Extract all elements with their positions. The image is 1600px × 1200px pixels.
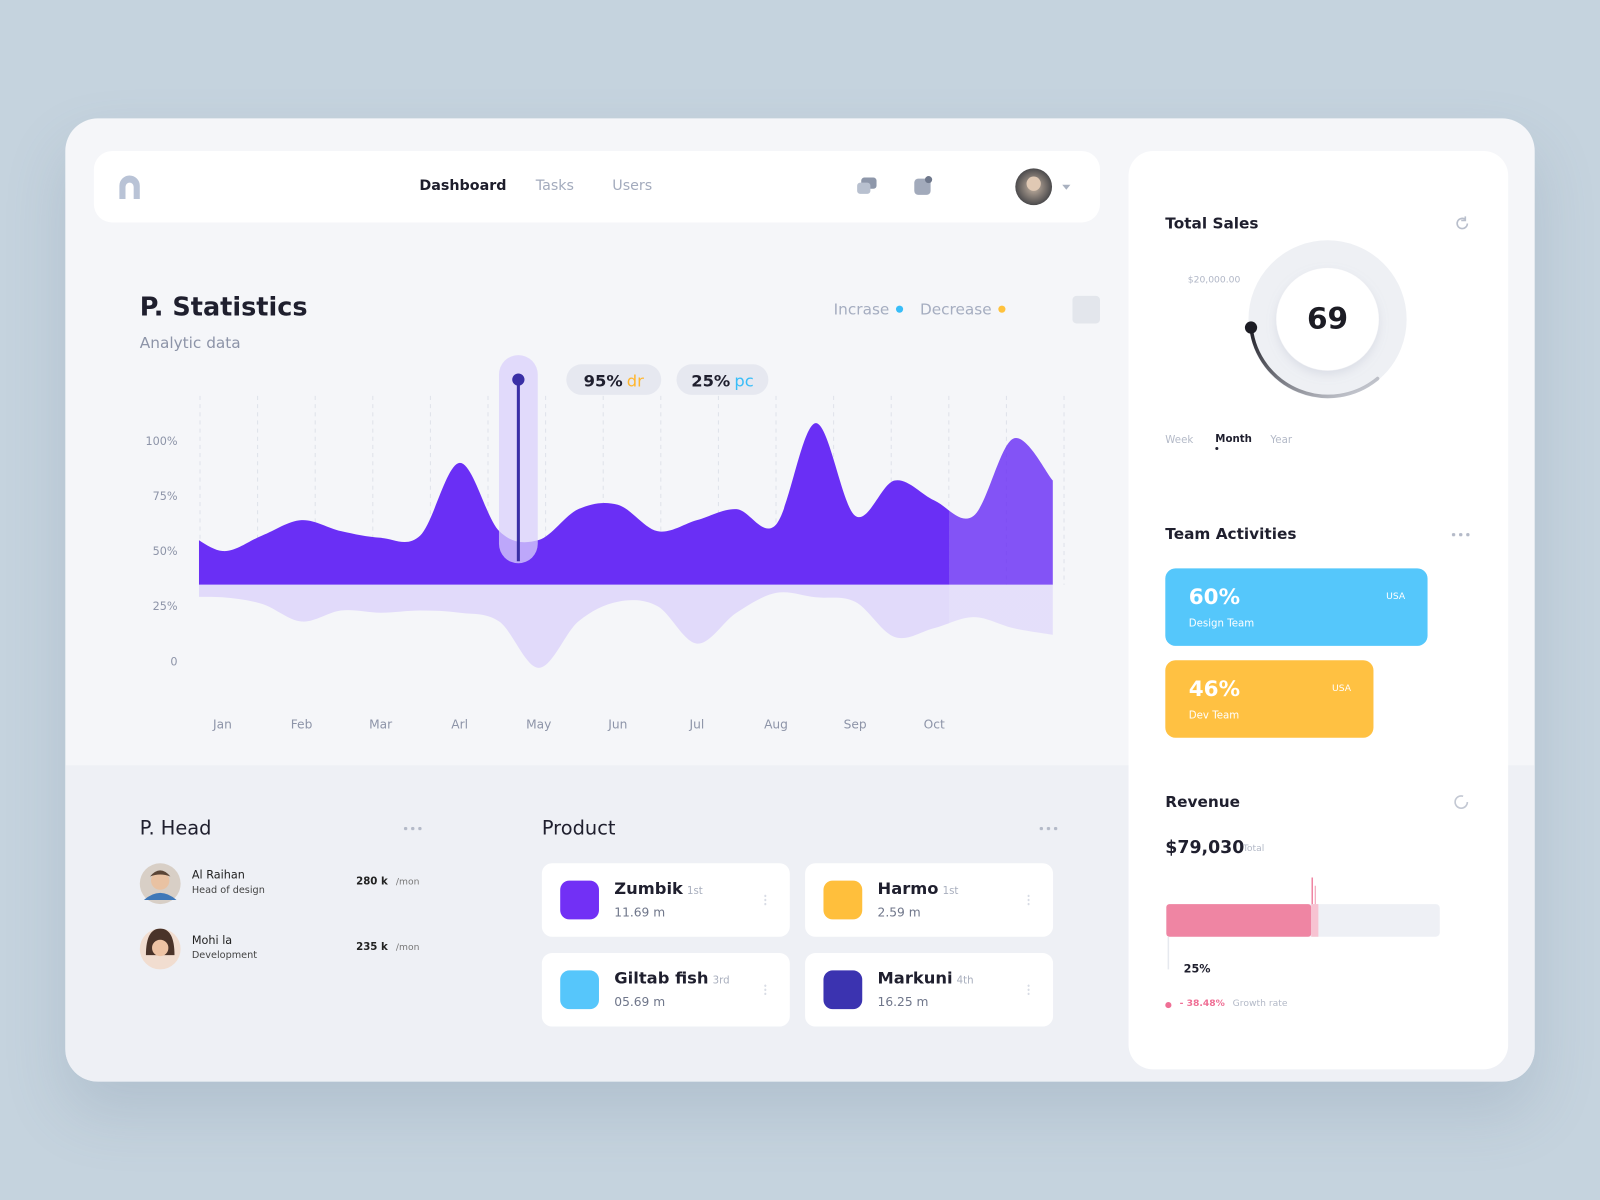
product-rank: 1st	[686, 885, 703, 897]
product-name-row: Markuni 4th	[878, 968, 974, 987]
product-value: 05.69 m	[614, 994, 666, 1010]
chat-icon[interactable]	[855, 176, 879, 198]
total-sales-title: Total Sales	[1165, 214, 1259, 233]
person-role: Development	[191, 949, 258, 962]
team-card[interactable]: 46% Dev Team USA	[1165, 660, 1374, 738]
active-dot	[1215, 446, 1219, 450]
product-value: 16.25 m	[877, 994, 929, 1010]
more-button[interactable]	[1449, 532, 1471, 537]
nav-bar	[93, 151, 1100, 223]
chart-title: P. Statistics	[139, 291, 308, 322]
chart-subtitle: Analytic data	[139, 333, 241, 353]
product-icon	[560, 970, 599, 1010]
product-rank: 1st	[942, 885, 959, 897]
product-name-row: Giltab fish 3rd	[614, 968, 729, 987]
product-card[interactable]: Markuni 4th 16.25 m	[805, 953, 1054, 1027]
p-head-title: P. Head	[139, 817, 212, 840]
team-name: Dev Team	[1188, 710, 1240, 722]
product-icon	[560, 880, 599, 920]
person-unit: /mon	[395, 942, 420, 954]
product-menu[interactable]	[764, 983, 767, 996]
growth-rate: - 38.48%	[1179, 998, 1225, 1010]
person-amount: 280 k	[356, 876, 388, 888]
period-tab[interactable]: Year	[1270, 434, 1293, 446]
product-name: Zumbik	[614, 878, 683, 898]
product-rank: 3rd	[712, 975, 730, 987]
period-tab[interactable]: Week	[1165, 434, 1194, 446]
product-icon	[823, 970, 863, 1010]
chart-menu-button[interactable]	[1072, 295, 1100, 324]
team-percent: 60%	[1188, 584, 1241, 610]
product-title: Product	[541, 817, 616, 840]
product-name-row: Harmo 1st	[878, 879, 959, 898]
product-name: Markuni	[877, 968, 953, 988]
revenue-amount: $79,030	[1165, 837, 1245, 859]
person-role: Head of design	[191, 884, 265, 896]
team-region: USA	[1386, 591, 1406, 603]
product-name-row: Zumbik 1st	[614, 879, 703, 898]
team-card[interactable]: 60% Design Team USA	[1165, 568, 1428, 646]
gauge-value: 69	[1306, 301, 1349, 336]
revenue-amount-label: Total	[1242, 843, 1265, 855]
avatars	[139, 863, 181, 970]
growth-dot	[1165, 1002, 1172, 1009]
growth-label: Growth rate	[1232, 998, 1288, 1010]
note-icon[interactable]	[911, 174, 935, 198]
product-card[interactable]: Giltab fish 3rd 05.69 m	[541, 953, 790, 1027]
person-name: Al Raihan	[191, 868, 245, 882]
logo[interactable]	[115, 172, 144, 201]
team-percent: 46%	[1188, 676, 1241, 702]
target-amount: $20,000.00	[1187, 275, 1241, 286]
more-button[interactable]	[402, 826, 423, 831]
product-rank: 4th	[956, 975, 974, 987]
sales-gauge	[1244, 240, 1407, 399]
user-avatar[interactable]	[1014, 167, 1077, 206]
product-value: 2.59 m	[877, 905, 921, 920]
team-name: Design Team	[1188, 618, 1255, 630]
nav-item[interactable]: Dashboard	[419, 177, 507, 194]
team-title: Team Activities	[1165, 524, 1297, 543]
product-card[interactable]: Harmo 1st 2.59 m	[805, 863, 1054, 937]
nav-item[interactable]: Users	[612, 177, 653, 194]
product-menu[interactable]	[1027, 983, 1030, 996]
product-value: 11.69 m	[614, 905, 666, 920]
person-name: Mohi la	[191, 933, 233, 947]
nav-item[interactable]: Tasks	[535, 177, 574, 194]
product-icon	[823, 880, 863, 920]
revenue-bar	[1166, 877, 1440, 970]
revenue-share: 25%	[1183, 962, 1211, 976]
product-name: Harmo	[877, 878, 939, 898]
product-name: Giltab fish	[614, 968, 709, 988]
team-region: USA	[1332, 683, 1352, 694]
refresh-icon[interactable]	[1453, 214, 1471, 232]
product-menu[interactable]	[764, 893, 767, 907]
person-amount: 235 k	[356, 941, 388, 954]
product-card[interactable]: Zumbik 1st 11.69 m	[541, 863, 790, 937]
product-menu[interactable]	[1027, 893, 1030, 907]
revenue-title: Revenue	[1165, 792, 1241, 812]
period-tab[interactable]: Month	[1215, 433, 1252, 445]
person-unit: /mon	[395, 877, 420, 888]
more-button[interactable]	[1037, 826, 1059, 831]
loading-icon[interactable]	[1452, 793, 1470, 811]
